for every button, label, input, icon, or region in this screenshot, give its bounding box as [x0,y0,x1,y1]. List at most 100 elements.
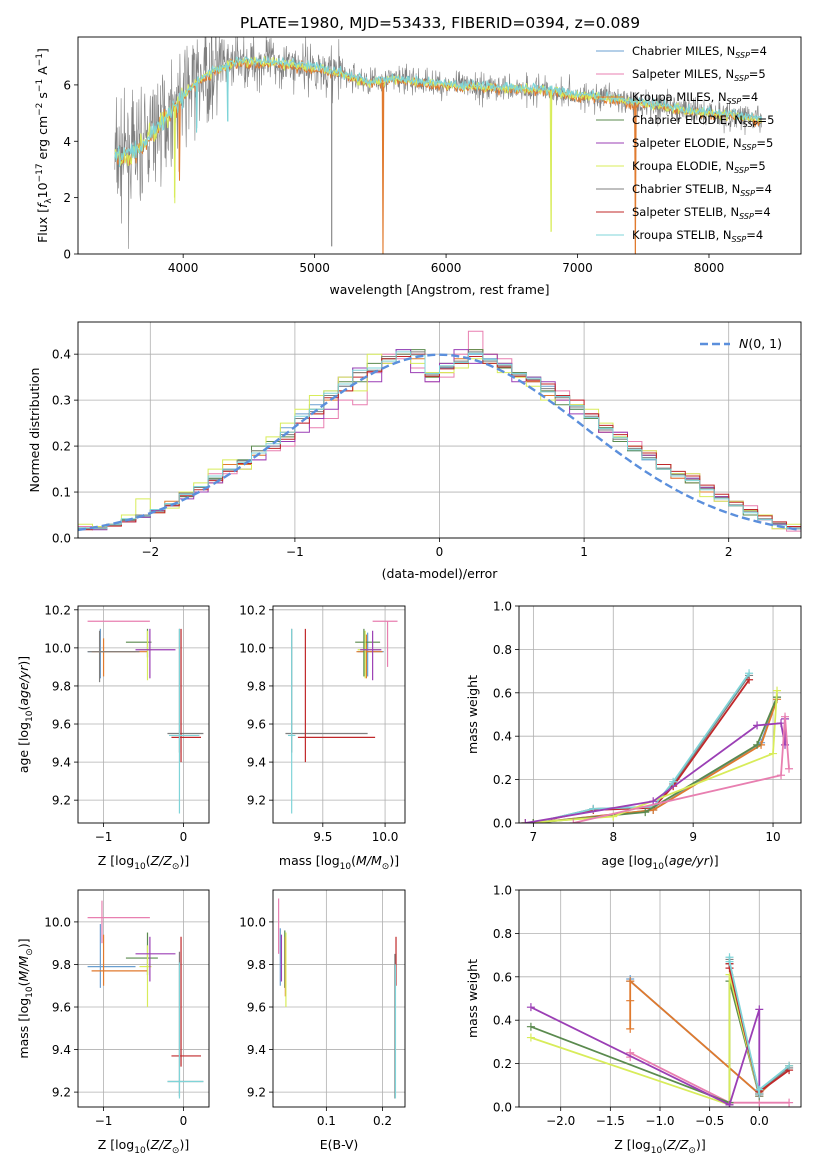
y-tick-label: 0.3 [52,394,71,408]
x-tick-label: 4000 [168,261,199,275]
x-tick-label: 9.5 [313,830,332,844]
mw-point-salp_miles [785,764,794,773]
y-tick-label: 0.4 [493,1014,512,1028]
y-tick-label: 0 [63,248,71,262]
mw-line-krou_elodie [525,690,778,823]
mw-point-salp_elodie [521,819,530,823]
mw-point-krou_stelib [785,1061,794,1070]
x-tick-label: −2 [141,545,159,559]
y-tick-label: 0.0 [493,1101,512,1115]
legend-label-chab_miles: Chabrier MILES, NSSP=4 [632,44,767,60]
spectrum-model-krou_stelib [114,55,763,168]
x-tick-label: −0.5 [695,1114,724,1128]
y-tick-label: 10.0 [239,915,266,929]
y-tick-label: 0.2 [493,1057,512,1071]
plot-area [278,898,397,1099]
chart-residuals: −2 −1 0 1 2 0.0 0.1 0.2 0.3 0.4 N(0, 1) (data-model… [27,321,802,581]
y-axis-label: mass [log10(M/M⊙)] [16,938,35,1058]
y-tick-label: 0.4 [493,730,512,744]
chart-spectrum: 4000 5000 6000 7000 8000 0 2 4 6 Chabrier MILES, … [35,36,802,297]
axes-frame [77,605,210,824]
plot-area [78,330,801,538]
x-tick-label: 7000 [562,261,593,275]
x-tick-label: −1.5 [596,1114,625,1128]
y-tick-label: 10.0 [44,641,71,655]
mw-point-salp_miles [785,1098,794,1107]
mw-point-chab_elodie [641,808,650,817]
y-tick-label: 2 [63,191,71,205]
mw-line-salp_miles [573,716,790,823]
x-tick-label: 1 [580,545,588,559]
y-tick-label: 6 [63,78,71,92]
chart-mw_vs_Z: −2.0 −1.5 −1.0 −0.5 0.0 0.0 0.2 0.4 0.6 0.8 1.0 Z [… [465,884,802,1156]
x-tick-label: −2.0 [546,1114,575,1128]
y-tick-label: 1.0 [493,884,512,898]
legend-label-krou_elodie: Kroupa ELODIE, NSSP=5 [632,159,766,175]
x-tick-label: −1 [95,830,113,844]
axes-frame [77,36,802,255]
x-tick-label: 7 [530,830,538,844]
y-tick-label: 9.8 [247,679,266,693]
y-tick-label: 9.4 [52,756,71,770]
y-tick-label: 9.8 [247,958,266,972]
x-tick-label: 2 [725,545,733,559]
x-axis-label: (data-model)/error [382,566,499,581]
x-tick-label: 0.1 [317,1114,336,1128]
y-tick-label: 9.6 [247,1001,266,1015]
axes-frame [272,605,406,824]
mw-point-krou_miles [626,996,635,1005]
legend-normal-label: N(0, 1) [739,336,782,351]
mw-point-chab_elodie [529,819,538,823]
y-tick-label: 0.0 [52,532,71,546]
axes-frame [518,889,802,1108]
axes-frame [77,321,802,539]
x-tick-label: 0 [180,830,188,844]
y-tick-label: 10.0 [44,915,71,929]
mw-point-chab_elodie [526,1022,535,1031]
y-tick-label: 10.0 [239,641,266,655]
y-axis-label: mass weight [465,959,480,1038]
x-tick-label: 8000 [694,261,725,275]
x-tick-label: −1 [286,545,304,559]
histogram-krou_stelib [78,351,801,538]
x-axis-label: Z [log10(Z/Z⊙)] [98,853,189,872]
mw-point-salp_elodie [753,721,762,730]
legend-label-salp_miles: Salpeter MILES, NSSP=5 [632,67,766,83]
y-tick-label: 9.4 [247,756,266,770]
chart-age_vs_mass: 9.5 10.0 9.2 9.4 9.6 9.8 10.0 10.2 mass [log10(M… [239,603,406,872]
mw-point-salp_miles [781,712,790,721]
axes-frame [518,605,802,824]
mw-line-salp_elodie [530,1006,761,1107]
y-tick-label: 4 [63,135,71,149]
y-axis-label: mass weight [465,675,480,754]
mw-point-krou_elodie [773,686,782,695]
y-axis-label: Normed distribution [27,368,42,493]
plot-area [285,620,398,814]
legend-label-chab_elodie: Chabrier ELODIE, NSSP=5 [632,113,774,129]
chart-mw_vs_age: 7 8 9 10 0.0 0.2 0.4 0.6 0.8 1.0 age [log10(age/yr… [465,600,802,872]
mw-point-krou_stelib [755,1085,764,1094]
x-tick-label: −1.0 [645,1114,674,1128]
chart-mass_vs_ebv: 0.1 0.2 9.2 9.4 9.6 9.8 10.0 E(B-V) [239,889,406,1152]
x-tick-label: 6000 [431,261,462,275]
x-axis-label: mass [log10(M/M⊙)] [279,853,399,872]
mw-point-salp_elodie [725,1100,734,1107]
mw-point-krou_elodie [769,749,778,758]
chart-mass_vs_Z: −1 0 9.2 9.4 9.6 9.8 10.0 Z [log10(Z/Z⊙)] mass [… [16,889,210,1156]
y-tick-label: 0.8 [493,927,512,941]
y-tick-label: 0.8 [493,643,512,657]
x-axis-label: Z [log10(Z/Z⊙)] [614,1137,705,1156]
mw-point-krou_stelib [669,777,678,786]
y-tick-label: 9.2 [247,794,266,808]
mw-point-krou_stelib [725,957,734,966]
y-tick-label: 0.6 [493,686,512,700]
y-tick-label: 1.0 [493,600,512,614]
x-tick-label: 5000 [299,261,330,275]
x-tick-label: 8 [609,830,617,844]
y-tick-label: 9.6 [52,718,71,732]
mw-point-krou_elodie [526,1033,535,1042]
plot-area [87,620,204,814]
y-tick-label: 9.2 [52,1086,71,1100]
y-tick-label: 0.6 [493,970,512,984]
